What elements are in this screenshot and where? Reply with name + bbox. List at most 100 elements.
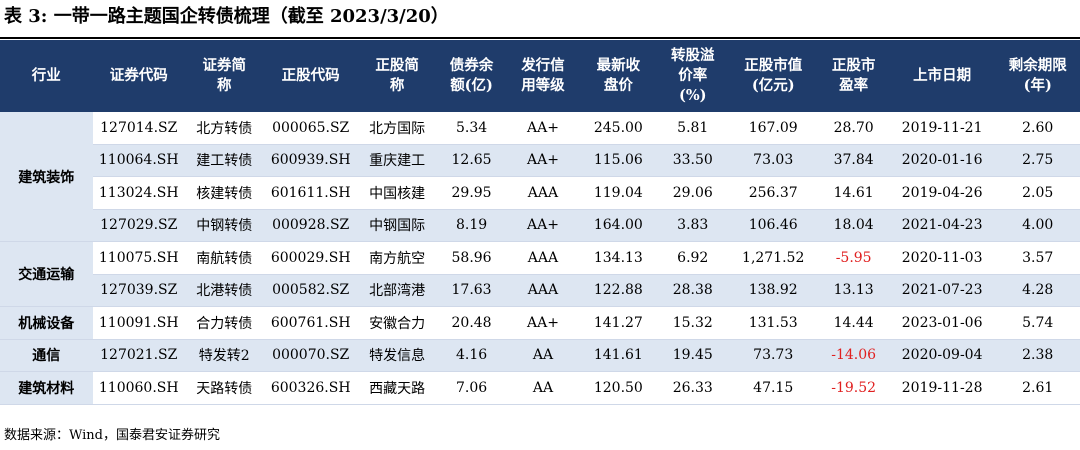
table-cell: 13.13 [818,274,889,307]
table-cell: 73.73 [727,339,819,372]
table-cell: 000070.SZ [263,339,358,372]
table-cell: 7.06 [436,371,507,405]
table-cell: 600029.SH [263,241,358,275]
table-cell: 南航转债 [185,241,264,275]
table-row: 110064.SH 建工转债 600939.SH 重庆建工 12.65 AA+ 115.06… [0,144,1080,177]
table-cell: 29.95 [436,176,507,210]
column-header: 发行信 用等级 [506,40,580,112]
table-cell: 天路转债 [185,371,264,405]
table-cell: 2.60 [995,112,1080,145]
table-cell: 8.19 [436,209,507,242]
table-cell: 核建转债 [185,176,264,210]
table-cell: 256.37 [727,176,819,210]
table-cell: 2019-04-26 [888,176,996,210]
table-cell: AAA [506,274,580,307]
table-row: 通信 127021.SZ 特发转2 000070.SZ 特发信息 4.16 AA 141.61… [0,339,1080,372]
table-cell: 110064.SH [92,144,185,177]
table-cell: -19.52 [818,371,889,405]
table-cell: AA [506,339,580,372]
table-cell: 特发转2 [185,339,264,372]
table-cell: 2019-11-28 [888,371,996,405]
table-row: 127039.SZ 北港转债 000582.SZ 北部湾港 17.63 AAA 122.88… [0,274,1080,307]
table-cell: 2.38 [995,339,1080,372]
table-cell: 601611.SH [263,176,358,210]
table-cell: 33.50 [657,144,728,177]
table-cell: 西藏天路 [357,371,437,405]
column-header: 证券简 称 [185,40,264,112]
column-header: 剩余期限 (年) [995,40,1080,112]
column-header: 正股简 称 [357,40,437,112]
table-cell: 重庆建工 [357,144,437,177]
table-cell: 106.46 [727,209,819,242]
table-cell: AAA [506,176,580,210]
table-cell: 特发信息 [357,339,437,372]
table-cell: 2.75 [995,144,1080,177]
table-cell: 26.33 [657,371,728,405]
table-cell: 4.16 [436,339,507,372]
table-cell: 建工转债 [185,144,264,177]
table-cell: 5.81 [657,112,728,145]
table-cell: 5.74 [995,306,1080,340]
table-cell: 14.44 [818,306,889,340]
table-cell: 2021-07-23 [888,274,996,307]
table-cell: AA+ [506,306,580,340]
table-cell: 000582.SZ [263,274,358,307]
table-cell: 245.00 [579,112,658,145]
table-row: 机械设备 110091.SH 合力转债 600761.SH 安徽合力 20.48 AA+ 14… [0,306,1080,340]
table-cell: 17.63 [436,274,507,307]
table-cell: -5.95 [818,241,889,275]
table-cell: 164.00 [579,209,658,242]
table-cell: 120.50 [579,371,658,405]
source-note: 数据来源：Wind，国泰君安证券研究 [4,428,220,443]
column-header: 证券代码 [92,40,185,112]
column-header: 正股市 盈率 [818,40,889,112]
table-cell: 000065.SZ [263,112,358,145]
table-cell: 28.70 [818,112,889,145]
title-divider [0,37,1080,39]
table-cell: 1,271.52 [727,241,819,275]
table-cell: 中钢国际 [357,209,437,242]
table-cell: 中国核建 [357,176,437,210]
table-cell: 000928.SZ [263,209,358,242]
table-cell: 4.00 [995,209,1080,242]
table-cell: 3.57 [995,241,1080,275]
table-cell: AA+ [506,112,580,145]
table-cell: 127021.SZ [92,339,185,372]
column-header: 上市日期 [888,40,996,112]
table-cell: -14.06 [818,339,889,372]
table-title: 表 3: 一带一路主题国企转债梳理（截至 2023/3/20） [4,6,449,27]
table-cell: 28.38 [657,274,728,307]
table-cell: 73.03 [727,144,819,177]
table-cell: AAA [506,241,580,275]
table-cell: 115.06 [579,144,658,177]
table-cell: 47.15 [727,371,819,405]
table-cell: 138.92 [727,274,819,307]
table-cell: 58.96 [436,241,507,275]
table-cell: 12.65 [436,144,507,177]
table-body: 建筑装饰 127014.SZ 北方转债 000065.SZ 北方国际 5.34 AA+ 245… [0,112,1080,405]
table-cell: 15.32 [657,306,728,340]
table-cell: 5.34 [436,112,507,145]
table-row: 113024.SH 核建转债 601611.SH 中国核建 29.95 AAA 119.04… [0,176,1080,210]
table-cell: 20.48 [436,306,507,340]
table-cell: 110060.SH [92,371,185,405]
table-cell: 29.06 [657,176,728,210]
table-cell: 合力转债 [185,306,264,340]
table-cell: 19.45 [657,339,728,372]
table-cell: 2020-09-04 [888,339,996,372]
column-header: 转股溢 价率 (%) [657,40,728,112]
industry-cell: 机械设备 [0,306,93,340]
table-cell: 113024.SH [92,176,185,210]
table-cell: 110091.SH [92,306,185,340]
table-cell: AA+ [506,144,580,177]
column-header: 最新收 盘价 [579,40,658,112]
table-cell: 134.13 [579,241,658,275]
header-row: 行业 证券代码 证券简 称正股代码 正股简 称债券余 额(亿) 发行信 用等级 最新收 盘… [0,40,1080,112]
table-cell: 2020-01-16 [888,144,996,177]
table-cell: 4.28 [995,274,1080,307]
table-cell: 安徽合力 [357,306,437,340]
table-cell: 131.53 [727,306,819,340]
table-cell: 北方转债 [185,112,264,145]
table-cell: 中钢转债 [185,209,264,242]
table-cell: 2.05 [995,176,1080,210]
